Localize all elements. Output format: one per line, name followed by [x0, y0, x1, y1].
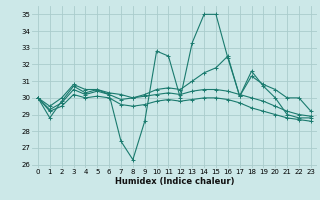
- X-axis label: Humidex (Indice chaleur): Humidex (Indice chaleur): [115, 177, 234, 186]
